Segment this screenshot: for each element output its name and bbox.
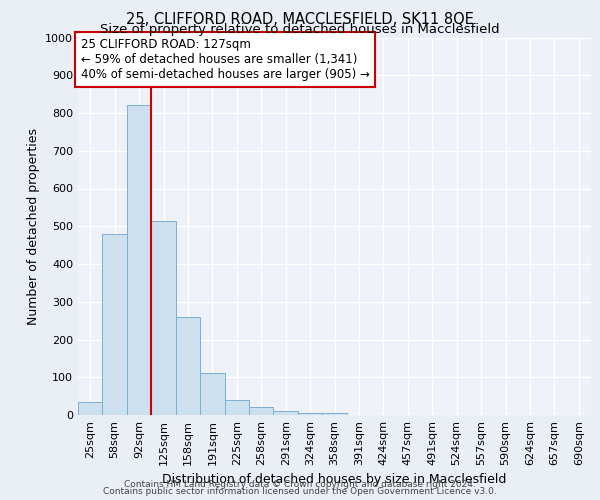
- Bar: [176, 317, 200, 415]
- Bar: [322, 413, 347, 415]
- Bar: [298, 413, 322, 415]
- Text: Size of property relative to detached houses in Macclesfield: Size of property relative to detached ho…: [100, 22, 500, 36]
- Text: Contains public sector information licensed under the Open Government Licence v3: Contains public sector information licen…: [103, 488, 497, 496]
- Bar: [274, 411, 298, 415]
- Text: 25, CLIFFORD ROAD, MACCLESFIELD, SK11 8QE: 25, CLIFFORD ROAD, MACCLESFIELD, SK11 8Q…: [126, 12, 474, 28]
- Bar: [200, 374, 224, 415]
- X-axis label: Distribution of detached houses by size in Macclesfield: Distribution of detached houses by size …: [163, 474, 506, 486]
- Text: 25 CLIFFORD ROAD: 127sqm
← 59% of detached houses are smaller (1,341)
40% of sem: 25 CLIFFORD ROAD: 127sqm ← 59% of detach…: [80, 38, 370, 82]
- Bar: [103, 234, 127, 415]
- Bar: [151, 220, 176, 415]
- Y-axis label: Number of detached properties: Number of detached properties: [26, 128, 40, 325]
- Bar: [249, 408, 274, 415]
- Bar: [224, 400, 249, 415]
- Bar: [78, 402, 103, 415]
- Bar: [127, 106, 151, 415]
- Text: Contains HM Land Registry data © Crown copyright and database right 2024.: Contains HM Land Registry data © Crown c…: [124, 480, 476, 489]
